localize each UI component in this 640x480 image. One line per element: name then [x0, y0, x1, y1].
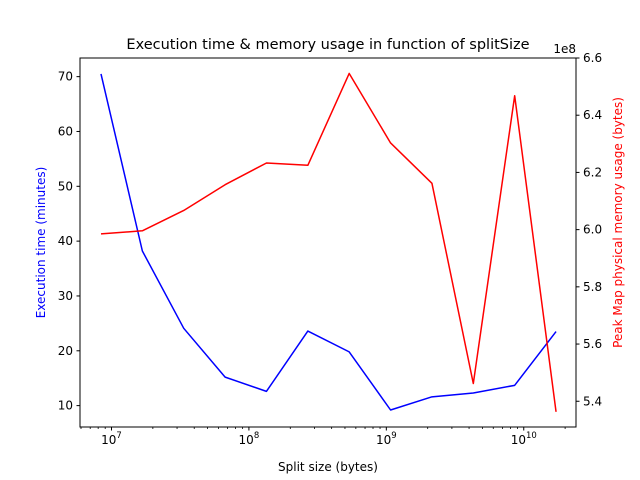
left-tick-label: 30	[58, 289, 73, 303]
memory-usage-line	[100, 72, 557, 412]
left-tick-label: 40	[58, 234, 73, 248]
right-tick-label: 5.8	[583, 280, 602, 294]
right-axis-label: Peak Map physical memory usage (bytes)	[611, 97, 625, 348]
chart-title: Execution time & memory usage in functio…	[126, 37, 529, 53]
left-tick-label: 50	[58, 179, 73, 193]
x-tick-label: 1010	[511, 431, 537, 447]
x-tick-label: 107	[101, 431, 122, 447]
right-tick-label: 6.0	[583, 223, 602, 237]
plot-area	[79, 57, 577, 428]
series-layer	[100, 72, 557, 412]
x-axis-label: Split size (bytes)	[278, 460, 378, 474]
plot-frame	[79, 57, 577, 428]
x-tick-label: 108	[239, 431, 260, 447]
right-tick-label: 6.2	[583, 165, 602, 179]
right-tick-label: 6.6	[583, 51, 602, 65]
left-axis-label: Execution time (minutes)	[34, 167, 48, 319]
x-axis: 107 108 109 1010	[80, 427, 566, 447]
left-tick-label: 70	[58, 70, 73, 84]
execution-time-line	[100, 73, 557, 411]
right-tick-label: 5.6	[583, 337, 602, 351]
right-axis-offset-text: 1e8	[553, 42, 576, 56]
right-axis: 5.4 5.6 5.8 6.0 6.2 6.4 6.6	[576, 51, 602, 408]
left-axis: 10 20 30 40 50 60 70	[58, 70, 80, 413]
left-tick-label: 10	[58, 399, 73, 413]
right-tick-label: 5.4	[583, 394, 602, 408]
left-tick-label: 20	[58, 344, 73, 358]
right-tick-label: 6.4	[583, 108, 602, 122]
left-tick-label: 60	[58, 124, 73, 138]
x-tick-label: 109	[376, 431, 397, 447]
